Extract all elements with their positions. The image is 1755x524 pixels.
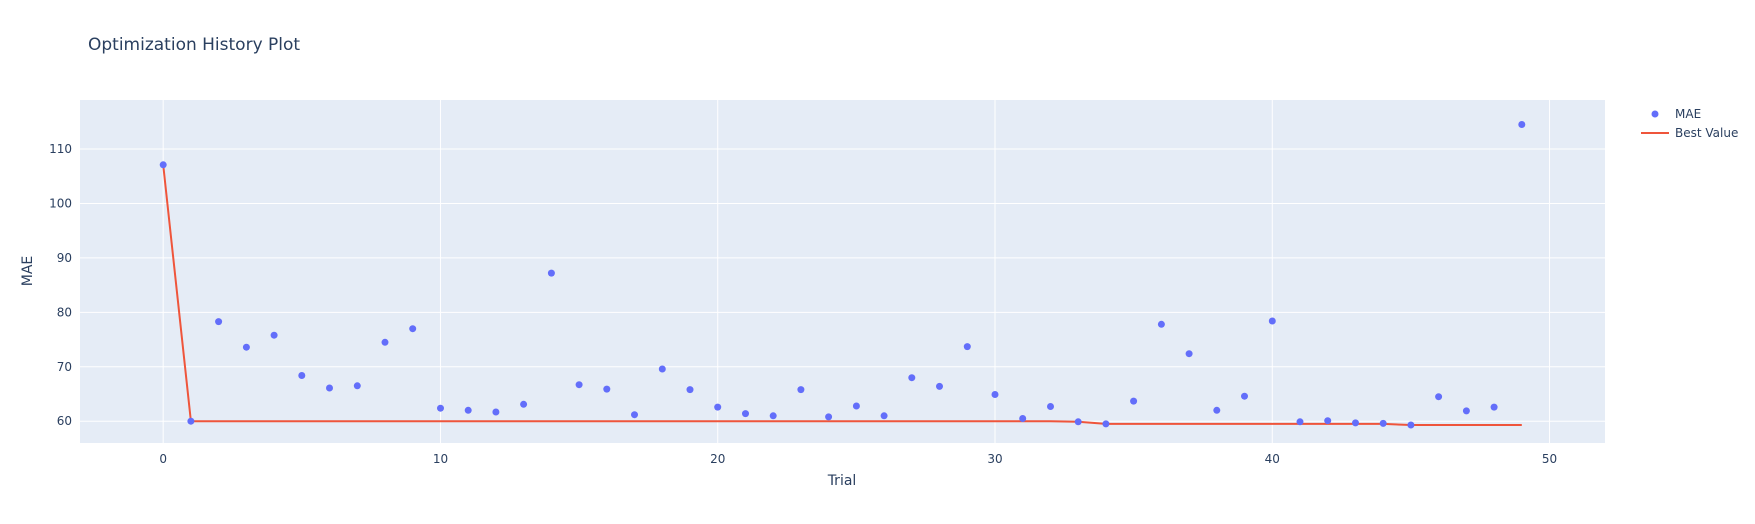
mae-point[interactable] [1019,415,1027,422]
mae-point[interactable] [520,400,528,408]
mae-point[interactable] [714,403,722,411]
mae-point[interactable] [991,391,999,398]
mae-point[interactable] [409,325,417,333]
y-axis-title: MAE [20,256,36,287]
legend-marker-mae[interactable] [1651,110,1659,118]
mae-point[interactable] [1462,407,1470,415]
mae-point[interactable] [769,412,777,420]
y-axis-ticks: 60 70 80 90 100 110 [49,142,72,428]
mae-point[interactable] [603,385,611,393]
mae-point[interactable] [187,417,195,425]
mae-point[interactable] [963,343,971,351]
mae-point[interactable] [159,161,167,169]
x-tick-label: 50 [1542,452,1557,466]
y-tick-label: 90 [57,251,72,265]
x-tick-label: 30 [987,452,1002,466]
x-tick-label: 0 [159,452,167,466]
mae-point[interactable] [825,413,833,421]
mae-point[interactable] [1435,393,1443,401]
x-tick-label: 10 [433,452,448,466]
mae-point[interactable] [631,411,638,419]
mae-point[interactable] [797,386,805,394]
mae-point[interactable] [326,384,333,392]
mae-point[interactable] [353,382,361,390]
mae-point[interactable] [1185,350,1193,358]
mae-point[interactable] [1268,317,1276,325]
mae-point[interactable] [1074,418,1082,426]
mae-point[interactable] [908,374,916,382]
y-tick-label: 60 [57,414,72,428]
chart-title: Optimization History Plot [88,35,300,55]
mae-point[interactable] [1352,419,1359,427]
x-axis-title: Trial [827,473,857,489]
mae-point[interactable] [1518,121,1526,128]
mae-point[interactable] [1407,421,1415,429]
x-tick-label: 40 [1265,452,1280,466]
mae-point[interactable] [686,386,694,394]
mae-point[interactable] [270,331,278,339]
y-tick-label: 100 [49,196,72,210]
mae-point[interactable] [852,402,860,410]
x-axis-ticks: 0 10 20 30 40 50 [159,452,1557,466]
mae-point[interactable] [658,365,666,373]
mae-point[interactable] [381,338,389,346]
mae-point[interactable] [1379,419,1387,427]
mae-point[interactable] [215,318,223,326]
legend: MAE Best Value [1641,107,1738,140]
mae-point[interactable] [1047,403,1054,410]
mae-point[interactable] [1102,420,1110,428]
mae-point[interactable] [936,382,943,390]
mae-point[interactable] [492,408,500,416]
mae-point[interactable] [575,381,583,389]
x-tick-label: 20 [710,452,725,466]
mae-point[interactable] [880,412,888,420]
legend-label-mae[interactable]: MAE [1675,107,1701,121]
plot-area[interactable] [80,100,1605,443]
series-layer [159,121,1526,429]
mae-point[interactable] [437,404,444,412]
mae-point[interactable] [1324,417,1332,425]
mae-point[interactable] [547,269,555,277]
mae-point[interactable] [1296,418,1304,426]
mae-point[interactable] [742,410,749,418]
best-value-line[interactable] [162,164,1522,426]
y-tick-label: 70 [57,360,72,374]
y-tick-label: 110 [49,142,72,156]
mae-point[interactable] [1130,397,1138,405]
mae-point[interactable] [1241,392,1248,400]
mae-point[interactable] [1490,403,1498,411]
mae-point[interactable] [464,406,472,414]
mae-point[interactable] [1213,406,1221,414]
mae-point[interactable] [1157,320,1165,328]
mae-point[interactable] [242,343,250,351]
mae-point[interactable] [298,372,306,379]
legend-label-best-value[interactable]: Best Value [1675,126,1738,140]
y-tick-label: 80 [57,305,72,319]
